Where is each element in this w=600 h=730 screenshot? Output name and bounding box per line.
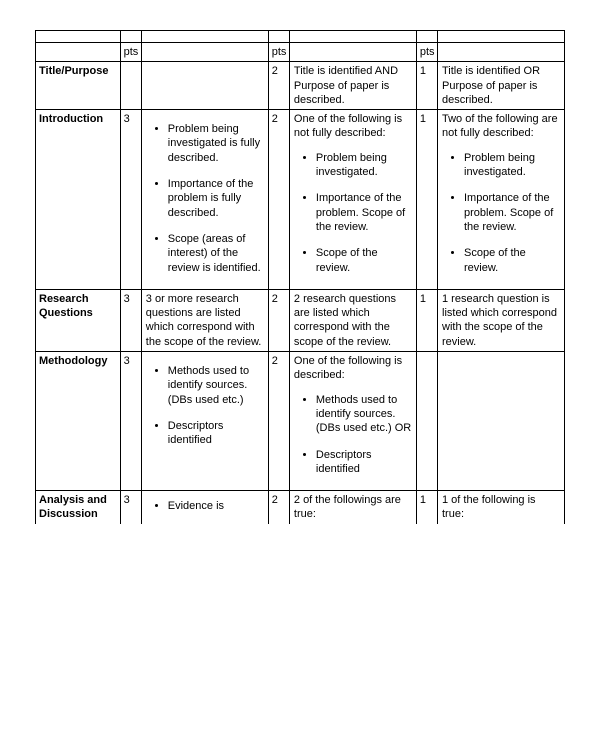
desc-cell: 1 research question is listed which corr…	[438, 289, 565, 351]
row-analysis-discussion: Analysis and Discussion 3 Evidence is 2 …	[36, 491, 565, 524]
desc-cell: 1 of the following is true:	[438, 491, 565, 524]
bullet-list: Evidence is	[146, 499, 264, 513]
lead-text: One of the following is described:	[294, 355, 402, 381]
blank-cell	[289, 43, 416, 62]
bullet-list: Methods used to identify sources. (DBs u…	[294, 393, 412, 476]
blank-header-row	[36, 31, 565, 43]
blank-cell	[120, 31, 141, 43]
pts-cell	[120, 62, 141, 110]
desc-cell: Title is identified AND Purpose of paper…	[289, 62, 416, 110]
pts-header: pts	[268, 43, 289, 62]
desc-cell	[438, 352, 565, 491]
desc-cell: Evidence is	[141, 491, 268, 524]
desc-cell: Problem being investigated is fully desc…	[141, 110, 268, 290]
bullet-item: Importance of the problem. Scope of the …	[316, 191, 412, 234]
pts-cell: 2	[268, 352, 289, 491]
bullet-item: Descriptors identified	[168, 419, 264, 448]
row-introduction: Introduction 3 Problem being investigate…	[36, 110, 565, 290]
pts-cell: 1	[416, 110, 437, 290]
blank-cell	[438, 43, 565, 62]
bullet-list: Methods used to identify sources. (DBs u…	[146, 364, 264, 447]
pts-cell: 2	[268, 110, 289, 290]
bullet-item: Scope of the review.	[464, 246, 560, 275]
bullet-item: Problem being investigated is fully desc…	[168, 122, 264, 165]
pts-cell: 1	[416, 289, 437, 351]
row-research-questions: Research Questions 3 3 or more research …	[36, 289, 565, 351]
desc-cell: 3 or more research questions are listed …	[141, 289, 268, 351]
bullet-item: Scope (areas of interest) of the review …	[168, 232, 264, 275]
pts-header: pts	[416, 43, 437, 62]
pts-cell: 3	[120, 289, 141, 351]
desc-cell: Title is identified OR Purpose of paper …	[438, 62, 565, 110]
pts-cell: 1	[416, 491, 437, 524]
bullet-item: Scope of the review.	[316, 246, 412, 275]
pts-header-row: pts pts pts	[36, 43, 565, 62]
bullet-list: Problem being investigated. Importance o…	[294, 151, 412, 275]
bullet-item: Importance of the problem. Scope of the …	[464, 191, 560, 234]
lead-text: Two of the following are not fully descr…	[442, 113, 558, 139]
bullet-item: Methods used to identify sources. (DBs u…	[168, 364, 264, 407]
lead-text: One of the following is not fully descri…	[294, 113, 402, 139]
blank-cell	[141, 31, 268, 43]
blank-cell	[36, 31, 121, 43]
row-title-purpose: Title/Purpose 2 Title is identified AND …	[36, 62, 565, 110]
row-methodology: Methodology 3 Methods used to identify s…	[36, 352, 565, 491]
blank-cell	[268, 31, 289, 43]
desc-cell: One of the following is not fully descri…	[289, 110, 416, 290]
pts-cell: 2	[268, 491, 289, 524]
bullet-item: Problem being investigated.	[464, 151, 560, 180]
desc-cell: Two of the following are not fully descr…	[438, 110, 565, 290]
row-label: Methodology	[36, 352, 121, 491]
blank-cell	[36, 43, 121, 62]
bullet-list: Problem being investigated. Importance o…	[442, 151, 560, 275]
pts-cell	[416, 352, 437, 491]
bullet-item: Methods used to identify sources. (DBs u…	[316, 393, 412, 436]
desc-cell: 2 research questions are listed which co…	[289, 289, 416, 351]
pts-cell: 3	[120, 491, 141, 524]
pts-cell: 3	[120, 110, 141, 290]
blank-cell	[416, 31, 437, 43]
pts-cell: 1	[416, 62, 437, 110]
bullet-item: Descriptors identified	[316, 448, 412, 477]
bullet-item: Importance of the problem is fully descr…	[168, 177, 264, 220]
bullet-item: Evidence is	[168, 499, 264, 513]
blank-cell	[141, 43, 268, 62]
rubric-table: pts pts pts Title/Purpose 2 Title is ide…	[35, 30, 565, 524]
pts-header: pts	[120, 43, 141, 62]
row-label: Title/Purpose	[36, 62, 121, 110]
blank-cell	[289, 31, 416, 43]
pts-cell: 3	[120, 352, 141, 491]
desc-cell: 2 of the followings are true:	[289, 491, 416, 524]
desc-cell: Methods used to identify sources. (DBs u…	[141, 352, 268, 491]
bullet-list: Problem being investigated is fully desc…	[146, 122, 264, 275]
row-label: Introduction	[36, 110, 121, 290]
row-label: Analysis and Discussion	[36, 491, 121, 524]
pts-cell: 2	[268, 289, 289, 351]
pts-cell: 2	[268, 62, 289, 110]
row-label: Research Questions	[36, 289, 121, 351]
desc-cell	[141, 62, 268, 110]
desc-cell: One of the following is described: Metho…	[289, 352, 416, 491]
blank-cell	[438, 31, 565, 43]
bullet-item: Problem being investigated.	[316, 151, 412, 180]
